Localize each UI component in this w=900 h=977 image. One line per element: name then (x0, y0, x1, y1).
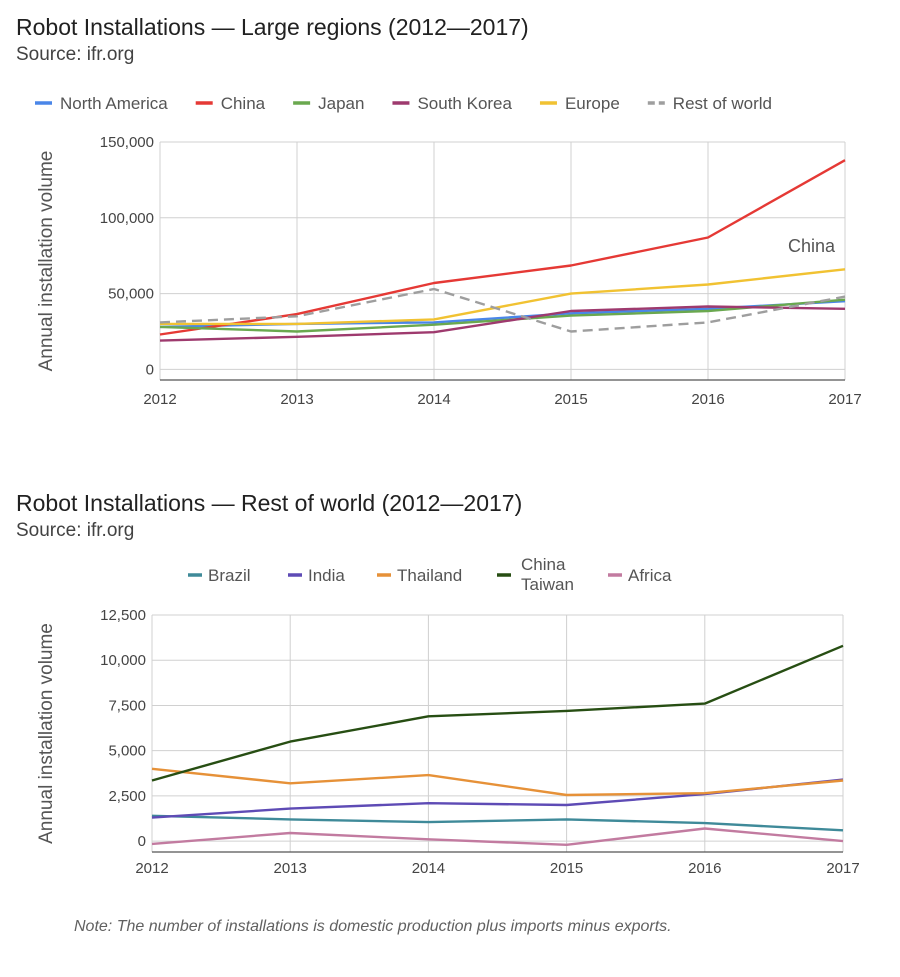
series-line-china-taiwan (151, 644, 844, 782)
legend-item-china: China (195, 94, 266, 113)
footnote: Note: The number of installations is dom… (74, 918, 672, 935)
legend-item-rest-of-world: Rest of world (647, 94, 772, 113)
legend-label: Taiwan (521, 575, 574, 594)
x-tick-label: 2013 (280, 391, 313, 408)
legend-label: India (308, 566, 345, 585)
series-line-europe (160, 268, 846, 326)
chart-large-regions-plot: 0 50,000 100,000 150,000 2012 2013 2014 2015 201… (35, 94, 862, 408)
x-tick-label: 2015 (550, 860, 583, 877)
x-tick-label: 2014 (417, 391, 450, 408)
y-tick-label: 0 (146, 361, 154, 378)
series-line-rest-of-world (159, 287, 846, 333)
y-tick-label: 10,000 (100, 652, 146, 669)
y-tick-label: 12,500 (100, 607, 146, 624)
y-tick-label: 2,500 (108, 788, 146, 805)
legend-label: Brazil (208, 566, 251, 585)
chart-rest-of-world-plot: 0 2,500 5,000 7,500 10,000 12,500 2012 2013 2014… (36, 555, 860, 877)
chart-subtitle: Source: ifr.org (16, 44, 135, 65)
legend-label: Europe (565, 94, 620, 113)
x-tick-label: 2016 (691, 391, 724, 408)
y-tick-label: 150,000 (100, 134, 154, 151)
chart-title: Robot Installations — Large regions (201… (16, 14, 529, 40)
x-tick-label: 2017 (826, 860, 859, 877)
legend-label: Africa (628, 566, 672, 585)
x-tick-label: 2015 (554, 391, 587, 408)
legend-label: Rest of world (673, 94, 772, 113)
x-tick-label: 2012 (135, 860, 168, 877)
series-line-africa (151, 827, 844, 846)
legend-label: South Korea (417, 94, 512, 113)
x-tick-label: 2012 (143, 391, 176, 408)
legend-label: Thailand (397, 566, 462, 585)
legend-label: Japan (318, 94, 364, 113)
legend-label: North America (60, 94, 168, 113)
y-tick-label: 5,000 (108, 743, 146, 760)
legend-item-brazil: Brazil (188, 566, 251, 585)
legend-label: China (221, 94, 266, 113)
legend-item-japan: Japan (293, 94, 364, 113)
legend-item-europe: Europe (539, 94, 620, 113)
chart-title: Robot Installations — Rest of world (201… (16, 490, 523, 516)
series-line-thailand (151, 767, 844, 797)
legend-item-north-america: North America (35, 94, 168, 113)
legend-item-africa: Africa (608, 566, 672, 585)
x-tick-label: 2016 (688, 860, 721, 877)
legend-item-thailand: Thailand (377, 566, 462, 585)
series-line-south-korea (159, 305, 846, 342)
series-line-brazil (151, 814, 844, 832)
y-tick-label: 0 (138, 833, 146, 850)
y-tick-label: 7,500 (108, 697, 146, 714)
x-tick-label: 2014 (412, 860, 445, 877)
legend-item-india: India (288, 566, 345, 585)
chart-subtitle: Source: ifr.org (16, 520, 135, 541)
legend-item-south-korea: South Korea (392, 94, 513, 113)
series-line-japan (159, 298, 846, 333)
y-axis-label: Annual installation volume (36, 623, 57, 844)
y-tick-label: 50,000 (108, 286, 154, 303)
x-tick-label: 2017 (828, 391, 861, 408)
y-tick-label: 100,000 (100, 210, 154, 227)
legend-label: China (521, 555, 566, 574)
x-tick-label: 2013 (274, 860, 307, 877)
y-axis-label: Annual installation volume (36, 151, 57, 372)
annotation-label: China (788, 236, 836, 256)
